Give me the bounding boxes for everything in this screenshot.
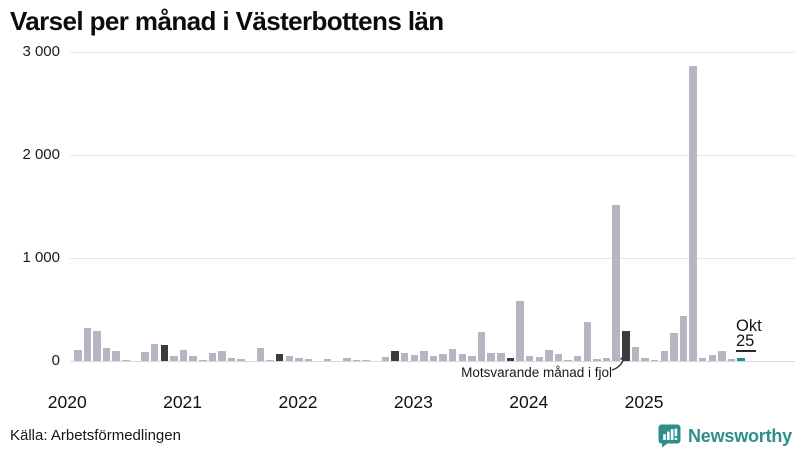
current-year: 25 [736,332,757,352]
bar [468,355,476,361]
bar-highlighted-month [160,345,169,361]
bar-highlighted-month [275,353,284,361]
gridline-3000 [70,52,795,54]
source-label: Källa: Arbetsförmedlingen [10,427,181,444]
x-axis-year-label: 2023 [393,392,433,412]
bar [170,355,178,361]
bar [179,350,188,361]
y-axis-tick-label: 0 [51,352,60,369]
bar [727,358,736,361]
x-axis-year-label: 2024 [509,392,549,412]
annotation-label: Motsvarande månad i fjol [461,365,612,380]
page-title: Varsel per månad i Västerbottens län [10,6,444,36]
bar [535,356,544,361]
bar [487,352,495,361]
bar [583,322,592,361]
current-month-label: Okt 25 [736,317,762,352]
bar [218,351,226,361]
bar [516,301,524,361]
bar [602,357,611,361]
bar [554,353,563,361]
gridline-1000 [70,258,795,260]
x-axis-year-label: 2020 [47,392,87,412]
y-axis-tick-label: 3 000 [22,43,60,61]
newsworthy-logo-text: Newsworthy [687,425,792,446]
bar [708,355,717,361]
bar [698,357,707,361]
current-month-name: Okt [736,317,762,335]
bar [362,359,370,361]
bar [679,316,688,361]
bar [631,347,640,361]
bar [189,355,197,361]
bar [112,350,120,361]
bar [83,328,92,361]
bar [295,357,303,361]
bar [641,357,649,361]
newsworthy-logo: Newsworthy [658,424,792,448]
bar [612,204,620,361]
bar [670,332,678,361]
bar [573,356,582,361]
bar [199,359,207,361]
bar-highlighted-month [622,331,630,361]
bar [410,354,419,361]
gridline-2000 [70,155,795,157]
bar [323,359,332,361]
bar [564,359,572,361]
bar [689,65,697,361]
bar [448,348,457,361]
bar [285,355,294,361]
bar [74,349,82,361]
newsworthy-logo-icon [658,424,681,448]
bar-current-month [737,358,745,361]
bar [650,359,659,361]
bar [439,353,447,361]
bar [420,351,428,361]
bar [593,358,601,361]
bar [429,355,438,361]
bar [477,331,486,361]
bar [256,347,265,361]
bar [660,351,668,361]
bar [266,359,274,361]
bar [545,350,553,361]
bar [227,357,236,361]
bar-highlighted-month [391,350,399,361]
bar [150,343,159,361]
bar [458,354,467,361]
bar [237,359,245,361]
x-axis-year-label: 2025 [624,392,664,412]
gridline-0 [70,361,795,362]
bar [141,351,149,361]
bar [208,353,217,361]
bar [343,357,351,361]
bar [718,351,726,361]
y-axis-tick-label: 2 000 [22,146,60,164]
bar [93,330,101,361]
bar [381,356,390,361]
bar [525,355,534,361]
bar [352,359,361,361]
bar [400,352,409,361]
x-axis-year-label: 2022 [278,392,318,412]
x-axis-year-label: 2021 [163,392,203,412]
bar-highlighted-month [506,358,515,361]
bar [102,348,111,361]
bar [122,359,130,361]
bar [304,358,313,361]
y-axis-tick-label: 1 000 [22,249,60,267]
bar [497,352,505,361]
